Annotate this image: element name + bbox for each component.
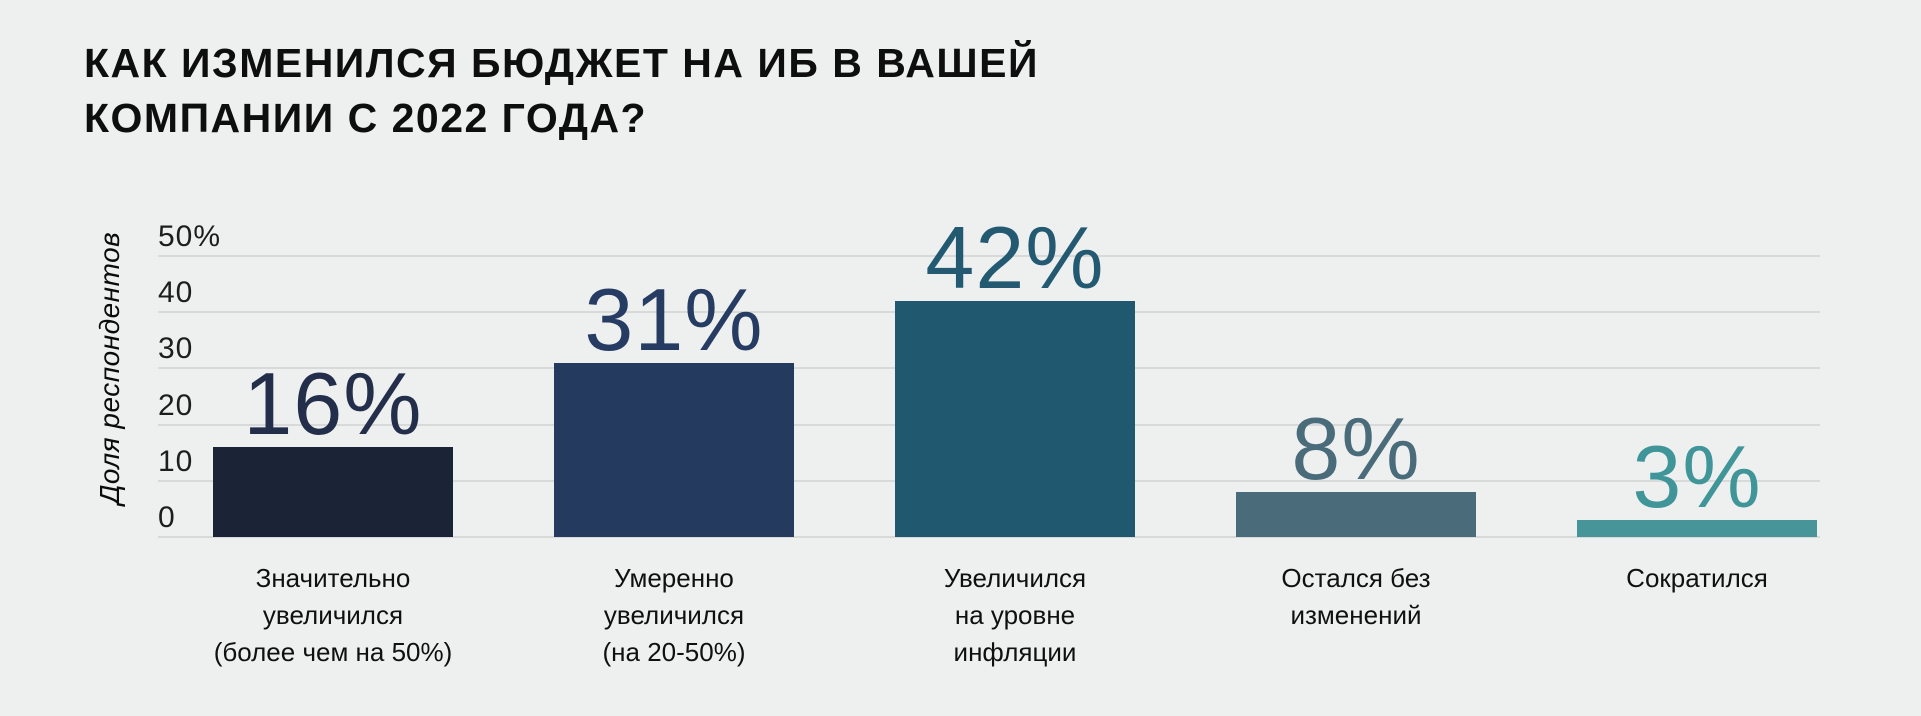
y-tick-label-0: 0 xyxy=(158,501,176,534)
x-category-label-4: Остался без изменений xyxy=(1146,560,1566,634)
x-category-label-1: Значительно увеличился (более чем на 50%) xyxy=(123,560,543,671)
x-category-label-line: Остался без xyxy=(1281,563,1431,593)
x-category-label-5: Сократился xyxy=(1487,560,1907,597)
x-category-label-line: (на 20-50%) xyxy=(602,637,746,667)
x-category-label-line: Значительно xyxy=(255,563,411,593)
bar-value-label-4: 8% xyxy=(1291,399,1421,498)
chart-title-line2: КОМПАНИИ С 2022 ГОДА? xyxy=(84,95,648,141)
x-category-label-3: Увеличился на уровне инфляции xyxy=(805,560,1225,671)
bar-value-label-2: 31% xyxy=(584,270,764,369)
x-category-label-line: Увеличился xyxy=(943,563,1087,593)
x-category-label-line: на уровне xyxy=(954,600,1076,630)
x-category-label-line: (более чем на 50%) xyxy=(213,637,453,667)
bar-value-label-5: 3% xyxy=(1632,427,1762,526)
y-tick-label-20: 20 xyxy=(158,388,194,422)
gridline-50 xyxy=(158,255,1820,257)
chart-title: КАК ИЗМЕНИЛСЯ БЮДЖЕТ НА ИБ В ВАШЕЙ КОМПА… xyxy=(84,36,1039,146)
y-tick-label-30: 30 xyxy=(158,332,194,366)
bar-2 xyxy=(554,363,794,537)
x-category-label-line: увеличился xyxy=(262,600,404,630)
bar-4 xyxy=(1236,492,1476,537)
x-category-label-line: изменений xyxy=(1290,600,1422,630)
bar-value-label-3: 42% xyxy=(925,208,1105,307)
chart-title-line1: КАК ИЗМЕНИЛСЯ БЮДЖЕТ НА ИБ В ВАШЕЙ xyxy=(84,40,1039,86)
x-category-label-line: инфляции xyxy=(953,637,1077,667)
x-category-label-line: увеличился xyxy=(603,600,745,630)
bar-value-label-1: 16% xyxy=(243,354,423,453)
x-category-label-2: Умеренно увеличился (на 20-50%) xyxy=(464,560,884,671)
x-category-label-line: Умеренно xyxy=(614,563,734,593)
gridline-0 xyxy=(158,536,1820,538)
y-tick-label-40: 40 xyxy=(158,276,194,310)
x-category-label-line: Сократился xyxy=(1626,563,1768,593)
bar-5 xyxy=(1577,520,1817,537)
y-tick-label-10: 10 xyxy=(158,444,194,478)
bar-1 xyxy=(213,447,453,537)
bar-3 xyxy=(895,301,1135,537)
y-tick-label-50: 50% xyxy=(158,220,222,253)
